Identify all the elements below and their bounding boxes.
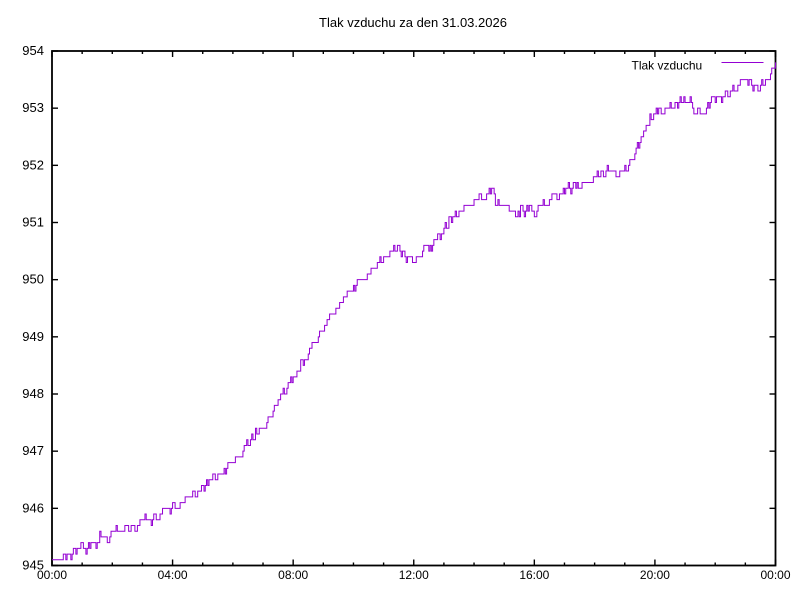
svg-text:08:00: 08:00	[278, 568, 308, 582]
svg-text:04:00: 04:00	[158, 568, 188, 582]
svg-text:00:00: 00:00	[37, 568, 67, 582]
svg-text:Tlak vzduchu: Tlak vzduchu	[632, 59, 703, 73]
svg-text:951: 951	[22, 215, 44, 230]
svg-text:947: 947	[22, 443, 44, 458]
svg-text:948: 948	[22, 386, 44, 401]
svg-text:949: 949	[22, 329, 44, 344]
svg-text:Tlak vzduchu za den 31.03.2026: Tlak vzduchu za den 31.03.2026	[319, 15, 507, 30]
svg-text:16:00: 16:00	[519, 568, 549, 582]
svg-text:00:00: 00:00	[760, 568, 790, 582]
svg-text:12:00: 12:00	[399, 568, 429, 582]
svg-text:952: 952	[22, 157, 44, 172]
svg-text:954: 954	[22, 43, 44, 58]
svg-text:953: 953	[22, 100, 44, 115]
svg-text:950: 950	[22, 272, 44, 287]
svg-text:20:00: 20:00	[640, 568, 670, 582]
svg-text:946: 946	[22, 500, 44, 515]
